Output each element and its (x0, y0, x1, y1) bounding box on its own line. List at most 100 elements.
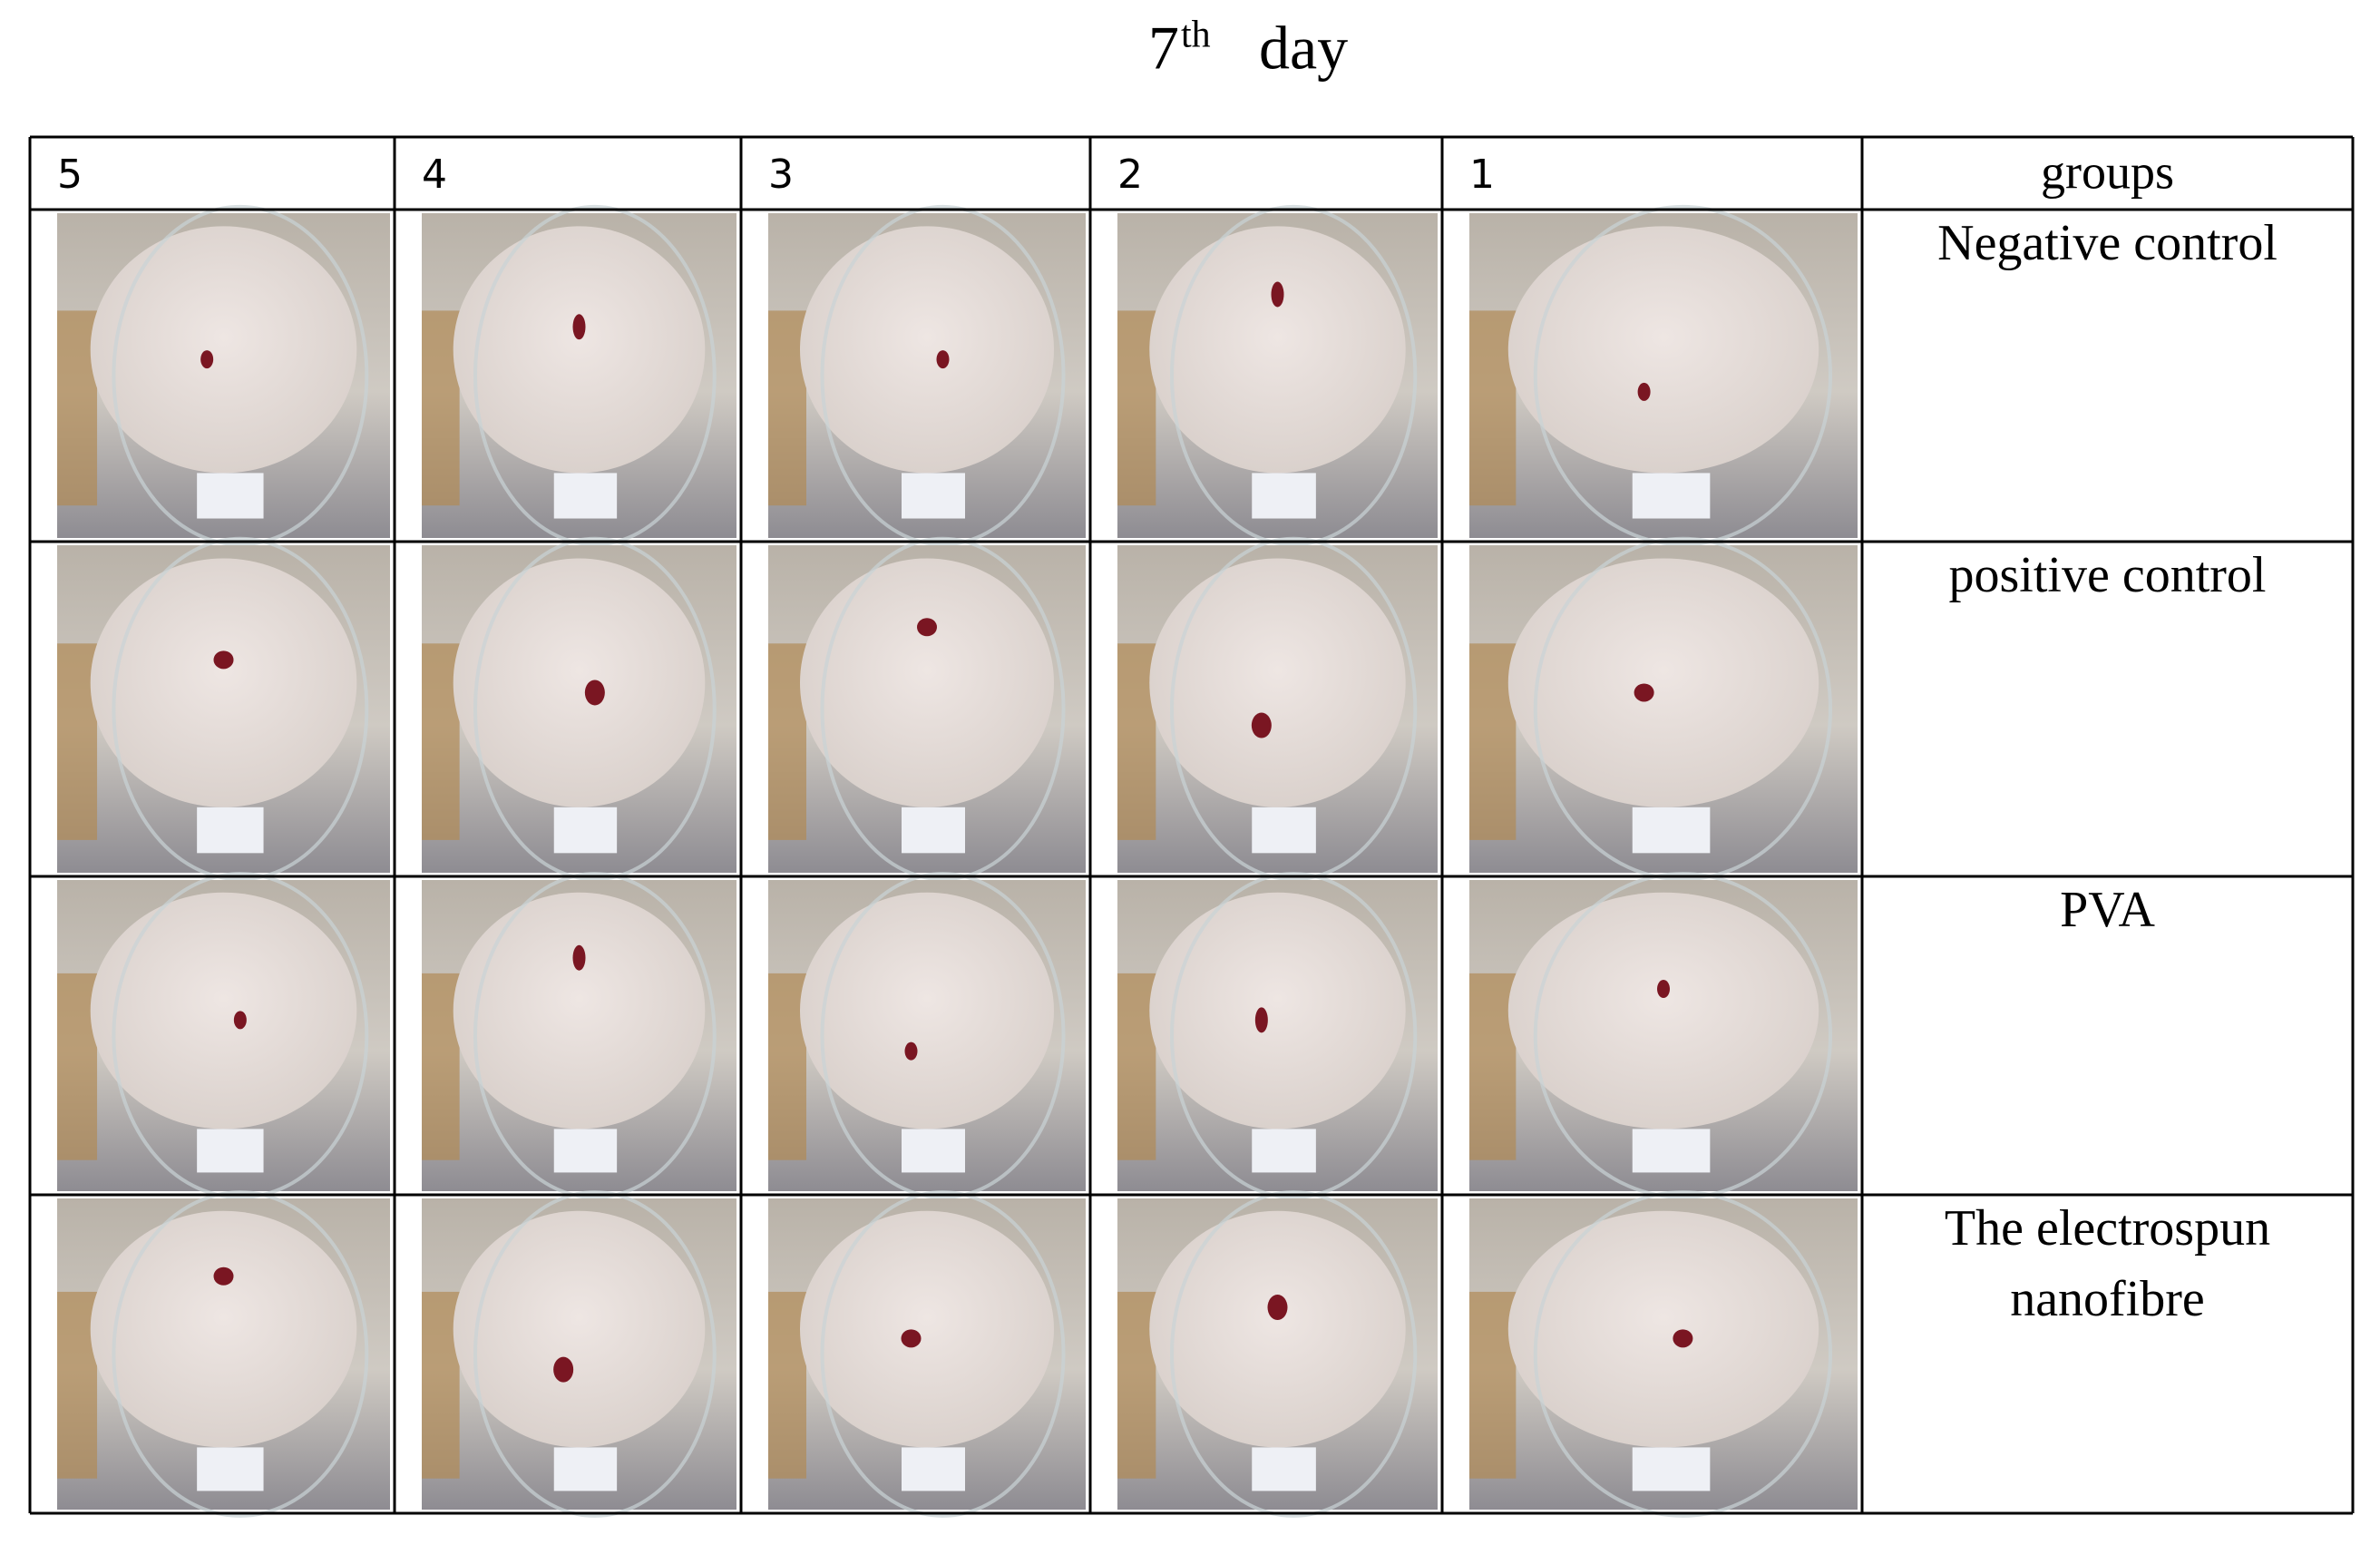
photo-wound (233, 1011, 247, 1030)
photo-dish (1533, 204, 1833, 547)
photo-side (1469, 643, 1517, 840)
photo-side (1117, 1291, 1156, 1479)
photo-fur (90, 558, 357, 807)
photo-tag (1632, 807, 1711, 854)
photo-wound (1634, 683, 1654, 702)
photo-side (1469, 310, 1517, 506)
photo-wound (572, 944, 586, 971)
photo-fur (800, 558, 1054, 807)
photo-tag (553, 1129, 618, 1173)
photo-tag (197, 1129, 264, 1173)
photo (57, 536, 390, 882)
photo (1117, 1190, 1438, 1518)
photo-tag (902, 1447, 965, 1491)
photo-wound (936, 350, 950, 369)
photo-tag (1252, 1129, 1316, 1173)
photo-fur (453, 558, 706, 807)
photo-fur (453, 1210, 706, 1448)
photo-fur (800, 1210, 1054, 1448)
photo (57, 204, 390, 547)
title-rest: day (1259, 14, 1348, 83)
column-header: 4 (422, 152, 447, 198)
photo-wound (1657, 980, 1670, 999)
photo-tag (197, 1447, 264, 1491)
photo-side (768, 1291, 806, 1479)
photo-dish (473, 872, 717, 1199)
photo-wound (213, 650, 234, 670)
photo-dish (1170, 536, 1418, 882)
photo-dish (1170, 204, 1418, 547)
photo-dish (820, 872, 1066, 1199)
photo-side (768, 973, 806, 1160)
photo-side (1469, 1291, 1517, 1479)
group-label: Negative control (1937, 215, 2278, 271)
photo-fur (1507, 1210, 1819, 1448)
photo-wound (1251, 712, 1272, 738)
photo-dish (112, 536, 369, 882)
photo-side (422, 310, 460, 506)
photo-fur (90, 1210, 357, 1448)
photo-fur (453, 226, 706, 474)
photo-dish (1533, 872, 1833, 1199)
photo (57, 1190, 390, 1518)
photo (1117, 536, 1438, 882)
photo-side (57, 310, 98, 506)
photo-wound (1267, 1295, 1288, 1321)
photo (57, 872, 390, 1199)
photo-side (768, 310, 806, 506)
photo-tag (1632, 1447, 1711, 1491)
photo-fur (1149, 558, 1406, 807)
photo-dish (820, 536, 1066, 882)
photo-side (57, 973, 98, 1160)
photo (768, 872, 1086, 1199)
photo-tag (197, 807, 264, 854)
photo-tag (1252, 473, 1316, 519)
photo-tag (197, 473, 264, 519)
photo (422, 872, 736, 1199)
photo-side (422, 643, 460, 840)
photo-fur (1507, 892, 1819, 1129)
photo-tag (553, 1447, 618, 1491)
photo-tag (1252, 807, 1316, 854)
photo-side (57, 643, 98, 840)
photo-wound (213, 1266, 234, 1286)
column-header: 3 (768, 152, 794, 198)
photo-tag (553, 473, 618, 519)
column-header: 5 (57, 152, 83, 198)
photo-dish (1533, 536, 1833, 882)
photo-fur (1149, 892, 1406, 1129)
photo (1469, 1190, 1858, 1518)
photo-side (422, 1291, 460, 1479)
photo-wound (572, 314, 586, 340)
photo-fur (90, 226, 357, 474)
column-header: groups (2041, 144, 2174, 199)
photo-side (57, 1291, 98, 1479)
photo-tag (902, 807, 965, 854)
photo (768, 1190, 1086, 1518)
photo-dish (112, 872, 369, 1199)
photo-dish (473, 1190, 717, 1518)
photo-side (1469, 973, 1517, 1160)
photo-fur (90, 892, 357, 1129)
photo-fur (1149, 1210, 1406, 1448)
photo-wound (1637, 382, 1651, 401)
photo-side (1117, 643, 1156, 840)
photo-dish (112, 1190, 369, 1518)
photo-tag (1252, 1447, 1316, 1491)
photo-side (768, 643, 806, 840)
photo-tag (1632, 473, 1711, 519)
photo (1469, 872, 1858, 1199)
photo-fur (453, 892, 706, 1129)
photo (1117, 872, 1438, 1199)
photo-wound (200, 350, 214, 369)
photo-dish (473, 536, 717, 882)
photo-fur (800, 892, 1054, 1129)
photo-wound (904, 1041, 918, 1061)
photo (1469, 536, 1858, 882)
photo-fur (1149, 226, 1406, 474)
photo-dish (1170, 1190, 1418, 1518)
photo-dish (1170, 872, 1418, 1199)
photo (768, 204, 1086, 547)
table: 5 4 3 2 1 groups Negative control positive cont… (28, 135, 2355, 1518)
